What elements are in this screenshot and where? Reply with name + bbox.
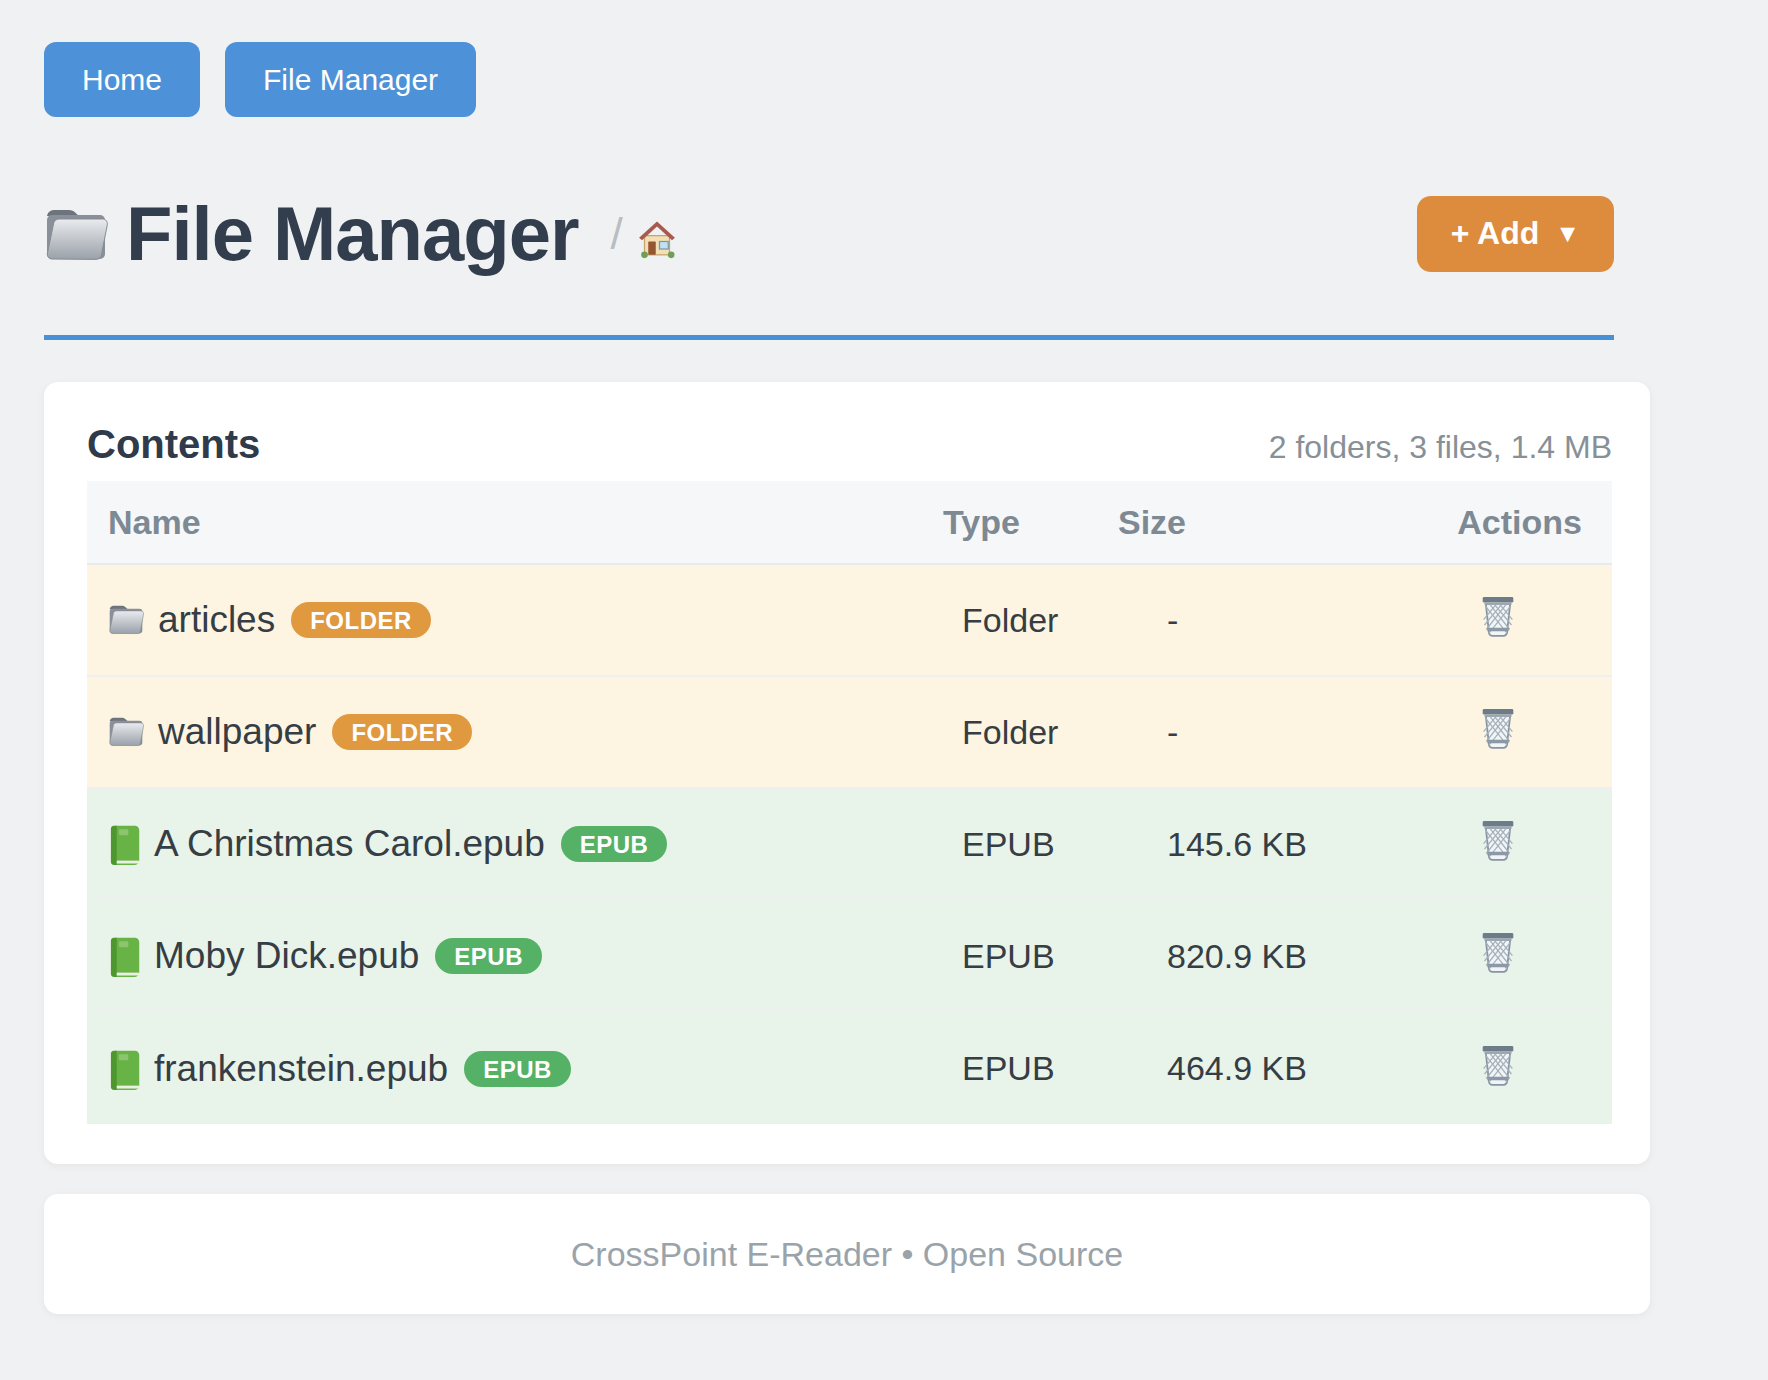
delete-button[interactable] bbox=[1480, 931, 1516, 973]
row-name[interactable]: articles bbox=[158, 599, 275, 641]
trash-icon bbox=[1480, 819, 1516, 861]
row-name[interactable]: Moby Dick.epub bbox=[154, 935, 419, 977]
title-underline bbox=[44, 335, 1614, 340]
column-header-actions: Actions bbox=[1342, 481, 1612, 564]
add-button-label: + Add bbox=[1451, 215, 1540, 252]
file-manager-button[interactable]: File Manager bbox=[225, 42, 476, 117]
trash-icon bbox=[1480, 1044, 1516, 1086]
book-icon bbox=[108, 1050, 140, 1088]
row-size: - bbox=[1097, 564, 1342, 676]
top-nav: Home File Manager bbox=[44, 0, 1650, 117]
contents-heading: Contents bbox=[87, 422, 260, 467]
row-size: 464.9 KB bbox=[1097, 1012, 1342, 1124]
table-row[interactable]: articles FOLDER Folder - bbox=[87, 564, 1612, 676]
table-body: articles FOLDER Folder - bbox=[87, 564, 1612, 1124]
add-button[interactable]: + Add ▼ bbox=[1417, 196, 1614, 272]
delete-button[interactable] bbox=[1480, 1044, 1516, 1086]
folder-icon bbox=[108, 603, 144, 637]
book-icon bbox=[108, 937, 140, 975]
folder-icon bbox=[44, 205, 108, 263]
delete-button[interactable] bbox=[1480, 707, 1516, 749]
header: File Manager / + Add ▼ bbox=[44, 190, 1614, 340]
row-size: - bbox=[1097, 676, 1342, 788]
row-name[interactable]: frankenstein.epub bbox=[154, 1048, 448, 1090]
home-icon[interactable] bbox=[637, 219, 677, 259]
footer-text: CrossPoint E-Reader • Open Source bbox=[571, 1235, 1123, 1274]
row-badge: EPUB bbox=[435, 938, 542, 974]
folder-icon bbox=[108, 715, 144, 749]
caret-down-icon: ▼ bbox=[1555, 219, 1580, 248]
column-header-type: Type bbox=[922, 481, 1097, 564]
file-table: Name Type Size Actions bbox=[87, 481, 1612, 1124]
row-name[interactable]: A Christmas Carol.epub bbox=[154, 823, 545, 865]
table-row[interactable]: Moby Dick.epub EPUB EPUB 820.9 KB bbox=[87, 900, 1612, 1012]
page-title: File Manager bbox=[126, 190, 579, 277]
page: Home File Manager File Manager / bbox=[0, 0, 1650, 1314]
row-size: 145.6 KB bbox=[1097, 788, 1342, 900]
footer-card: CrossPoint E-Reader • Open Source bbox=[44, 1194, 1650, 1314]
row-badge: FOLDER bbox=[332, 714, 472, 750]
contents-card: Contents 2 folders, 3 files, 1.4 MB Name… bbox=[44, 382, 1650, 1164]
column-header-name: Name bbox=[87, 481, 922, 564]
contents-summary: 2 folders, 3 files, 1.4 MB bbox=[1269, 429, 1612, 466]
row-badge: EPUB bbox=[561, 826, 668, 862]
delete-button[interactable] bbox=[1480, 819, 1516, 861]
table-header-row: Name Type Size Actions bbox=[87, 481, 1612, 564]
row-type: EPUB bbox=[922, 788, 1097, 900]
table-row[interactable]: wallpaper FOLDER Folder - bbox=[87, 676, 1612, 788]
home-button[interactable]: Home bbox=[44, 42, 200, 117]
table-row[interactable]: frankenstein.epub EPUB EPUB 464.9 KB bbox=[87, 1012, 1612, 1124]
row-type: EPUB bbox=[922, 900, 1097, 1012]
row-type: Folder bbox=[922, 676, 1097, 788]
trash-icon bbox=[1480, 707, 1516, 749]
table-row[interactable]: A Christmas Carol.epub EPUB EPUB 145.6 K… bbox=[87, 788, 1612, 900]
delete-button[interactable] bbox=[1480, 595, 1516, 637]
breadcrumb-separator: / bbox=[611, 209, 623, 259]
row-size: 820.9 KB bbox=[1097, 900, 1342, 1012]
row-type: EPUB bbox=[922, 1012, 1097, 1124]
row-type: Folder bbox=[922, 564, 1097, 676]
trash-icon bbox=[1480, 931, 1516, 973]
trash-icon bbox=[1480, 595, 1516, 637]
row-name[interactable]: wallpaper bbox=[158, 711, 316, 753]
row-badge: EPUB bbox=[464, 1051, 571, 1087]
row-badge: FOLDER bbox=[291, 602, 431, 638]
column-header-size: Size bbox=[1097, 481, 1342, 564]
book-icon bbox=[108, 825, 140, 863]
